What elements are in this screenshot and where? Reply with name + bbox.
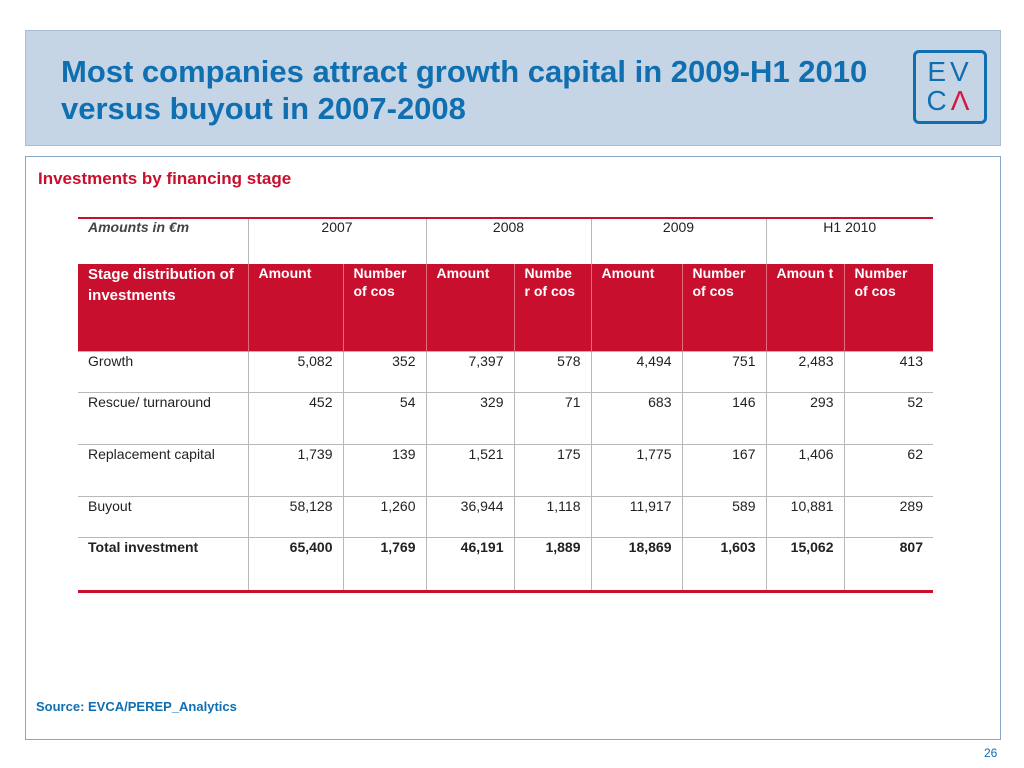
column-header: Number of cos xyxy=(342,264,426,351)
slide-title: Most companies attract growth capital in… xyxy=(61,54,868,126)
table-cell: 452 xyxy=(247,391,343,444)
year-header: 2007 xyxy=(247,217,426,264)
row-label: Replacement capital xyxy=(78,443,248,496)
table-cell: 751 xyxy=(681,350,766,392)
table-cell: 58,128 xyxy=(247,495,343,537)
table-cell: 1,769 xyxy=(342,536,426,593)
table-row: Replacement capital 1,739 139 1,521 175 … xyxy=(78,443,933,496)
table-cell: 2,483 xyxy=(765,350,844,392)
table-row: Growth 5,082 352 7,397 578 4,494 751 2,4… xyxy=(78,350,933,392)
table-cell: 1,603 xyxy=(681,536,766,593)
table-cell: 54 xyxy=(342,391,426,444)
column-header: Amount xyxy=(425,264,514,351)
year-header: 2008 xyxy=(425,217,591,264)
table-cell: 36,944 xyxy=(425,495,514,537)
row-label: Total investment xyxy=(78,536,248,593)
column-header: Number of cos xyxy=(843,264,933,351)
table-cell: 71 xyxy=(513,391,591,444)
table-cell: 15,062 xyxy=(765,536,844,593)
table-cell: 1,889 xyxy=(513,536,591,593)
table-cell: 10,881 xyxy=(765,495,844,537)
table-cell: 52 xyxy=(843,391,933,444)
logo-line-2: CΛ xyxy=(916,87,984,115)
table-cell: 1,775 xyxy=(590,443,682,496)
table-cell: 4,494 xyxy=(590,350,682,392)
table-cell: 146 xyxy=(681,391,766,444)
table-cell: 329 xyxy=(425,391,514,444)
logo-letter-c: C xyxy=(926,85,951,116)
table-cell: 578 xyxy=(513,350,591,392)
year-header-row: Amounts in €m 2007 2008 2009 H1 2010 xyxy=(78,217,933,264)
column-header: Number of cos xyxy=(681,264,766,351)
table-cell: 1,406 xyxy=(765,443,844,496)
logo-line-1: EV xyxy=(927,56,973,87)
section-title: Investments by financing stage xyxy=(38,169,292,188)
column-header: Amount xyxy=(590,264,682,351)
table-cell: 413 xyxy=(843,350,933,392)
content-panel: Investments by financing stage Amounts i… xyxy=(25,156,1001,740)
table-cell: 11,917 xyxy=(590,495,682,537)
row-label: Rescue/ turnaround xyxy=(78,391,248,444)
investments-table: Amounts in €m 2007 2008 2009 H1 2010 Sta… xyxy=(78,217,933,593)
row-label: Growth xyxy=(78,350,248,392)
table-cell: 65,400 xyxy=(247,536,343,593)
table-cell: 18,869 xyxy=(590,536,682,593)
source-note: Source: EVCA/PEREP_Analytics xyxy=(36,699,237,714)
year-header: H1 2010 xyxy=(765,217,933,264)
table-cell: 1,521 xyxy=(425,443,514,496)
year-header: 2009 xyxy=(590,217,766,264)
table-row: Buyout 58,128 1,260 36,944 1,118 11,917 … xyxy=(78,495,933,537)
table-cell: 807 xyxy=(843,536,933,593)
table-cell: 352 xyxy=(342,350,426,392)
table-cell: 289 xyxy=(843,495,933,537)
total-row: Total investment 65,400 1,769 46,191 1,8… xyxy=(78,536,933,593)
table-cell: 62 xyxy=(843,443,933,496)
evca-logo: EV CΛ xyxy=(913,50,987,124)
header-band: Most companies attract growth capital in… xyxy=(25,30,1001,146)
stage-column-header: Stage distribution of investments xyxy=(78,264,248,351)
table-cell: 1,118 xyxy=(513,495,591,537)
column-header: Numbe r of cos xyxy=(513,264,591,351)
table-cell: 175 xyxy=(513,443,591,496)
table-row: Rescue/ turnaround 452 54 329 71 683 146… xyxy=(78,391,933,444)
table-cell: 1,739 xyxy=(247,443,343,496)
table-cell: 589 xyxy=(681,495,766,537)
table-cell: 7,397 xyxy=(425,350,514,392)
page-number: 26 xyxy=(984,746,998,760)
column-header-row: Stage distribution of investments Amount… xyxy=(78,264,933,351)
table-cell: 293 xyxy=(765,391,844,444)
table-cell: 683 xyxy=(590,391,682,444)
amounts-unit-label: Amounts in €m xyxy=(78,217,248,264)
table-cell: 46,191 xyxy=(425,536,514,593)
table-cell: 167 xyxy=(681,443,766,496)
column-header: Amount xyxy=(247,264,343,351)
table-cell: 1,260 xyxy=(342,495,426,537)
row-label: Buyout xyxy=(78,495,248,537)
column-header: Amoun t xyxy=(765,264,844,351)
logo-letter-a: Λ xyxy=(950,85,974,116)
table-cell: 139 xyxy=(342,443,426,496)
table-cell: 5,082 xyxy=(247,350,343,392)
